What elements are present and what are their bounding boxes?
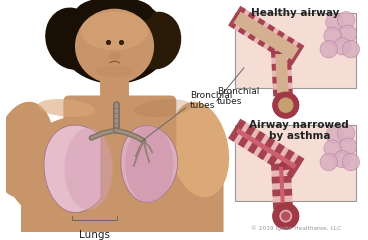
Bar <box>235 12 356 88</box>
Circle shape <box>333 150 351 168</box>
Polygon shape <box>231 7 301 64</box>
Circle shape <box>283 212 287 215</box>
Ellipse shape <box>7 111 219 236</box>
Circle shape <box>324 27 341 44</box>
Circle shape <box>326 13 343 31</box>
FancyBboxPatch shape <box>100 74 129 104</box>
Polygon shape <box>277 149 295 172</box>
Ellipse shape <box>45 7 99 70</box>
Ellipse shape <box>76 0 153 26</box>
Polygon shape <box>44 125 101 212</box>
Circle shape <box>287 215 290 219</box>
Ellipse shape <box>109 52 120 60</box>
Circle shape <box>320 153 337 171</box>
Polygon shape <box>257 24 275 47</box>
Circle shape <box>326 126 343 144</box>
Circle shape <box>320 41 337 58</box>
Polygon shape <box>228 119 246 142</box>
Polygon shape <box>286 155 304 178</box>
Ellipse shape <box>170 102 229 197</box>
Circle shape <box>339 138 357 155</box>
Polygon shape <box>248 131 266 154</box>
Ellipse shape <box>125 126 173 203</box>
Ellipse shape <box>95 66 134 77</box>
Text: Healthy airway: Healthy airway <box>251 8 340 18</box>
Circle shape <box>337 12 355 29</box>
Ellipse shape <box>64 128 113 210</box>
Polygon shape <box>231 120 301 177</box>
Text: Bronchial
tubes: Bronchial tubes <box>217 87 259 106</box>
Ellipse shape <box>38 99 95 117</box>
Polygon shape <box>233 12 299 60</box>
Text: Bronchial
tubes: Bronchial tubes <box>190 91 232 110</box>
Circle shape <box>287 213 290 217</box>
Polygon shape <box>257 137 275 160</box>
Circle shape <box>339 25 357 42</box>
Circle shape <box>273 204 298 229</box>
Polygon shape <box>286 42 304 66</box>
Circle shape <box>284 215 287 217</box>
Polygon shape <box>272 176 291 184</box>
Polygon shape <box>267 30 285 53</box>
Polygon shape <box>279 167 285 206</box>
Polygon shape <box>238 125 256 148</box>
Polygon shape <box>121 126 178 202</box>
Bar <box>235 126 356 201</box>
Polygon shape <box>248 18 266 41</box>
Polygon shape <box>273 202 293 209</box>
Circle shape <box>278 97 294 113</box>
Circle shape <box>285 217 289 220</box>
Text: © 2019 Ignite Healthwise, LLC: © 2019 Ignite Healthwise, LLC <box>251 226 341 231</box>
Circle shape <box>333 38 351 55</box>
FancyBboxPatch shape <box>21 159 223 236</box>
Polygon shape <box>277 36 295 60</box>
Circle shape <box>342 153 360 171</box>
Polygon shape <box>272 76 292 84</box>
Circle shape <box>281 211 291 221</box>
Circle shape <box>273 93 298 118</box>
Ellipse shape <box>75 9 154 84</box>
Circle shape <box>282 215 285 219</box>
Polygon shape <box>272 189 292 197</box>
Text: Lungs: Lungs <box>79 230 110 240</box>
Polygon shape <box>273 89 293 96</box>
Text: Airway narrowed
by asthma: Airway narrowed by asthma <box>250 120 349 141</box>
Polygon shape <box>228 6 246 29</box>
Ellipse shape <box>0 102 54 197</box>
Polygon shape <box>271 163 291 171</box>
Circle shape <box>283 217 287 220</box>
Polygon shape <box>238 12 256 35</box>
Circle shape <box>324 140 341 157</box>
Polygon shape <box>275 54 289 93</box>
Circle shape <box>285 212 289 215</box>
Circle shape <box>337 125 355 142</box>
Ellipse shape <box>81 12 148 50</box>
Circle shape <box>277 96 295 114</box>
Polygon shape <box>272 63 291 71</box>
Polygon shape <box>271 54 293 93</box>
Polygon shape <box>267 143 285 166</box>
Circle shape <box>277 207 295 225</box>
Ellipse shape <box>133 12 181 69</box>
FancyBboxPatch shape <box>63 96 176 213</box>
Ellipse shape <box>134 99 192 117</box>
Ellipse shape <box>59 0 170 84</box>
Polygon shape <box>271 166 293 206</box>
Circle shape <box>282 213 285 217</box>
Polygon shape <box>236 128 297 169</box>
Circle shape <box>342 41 360 58</box>
Polygon shape <box>271 50 291 58</box>
